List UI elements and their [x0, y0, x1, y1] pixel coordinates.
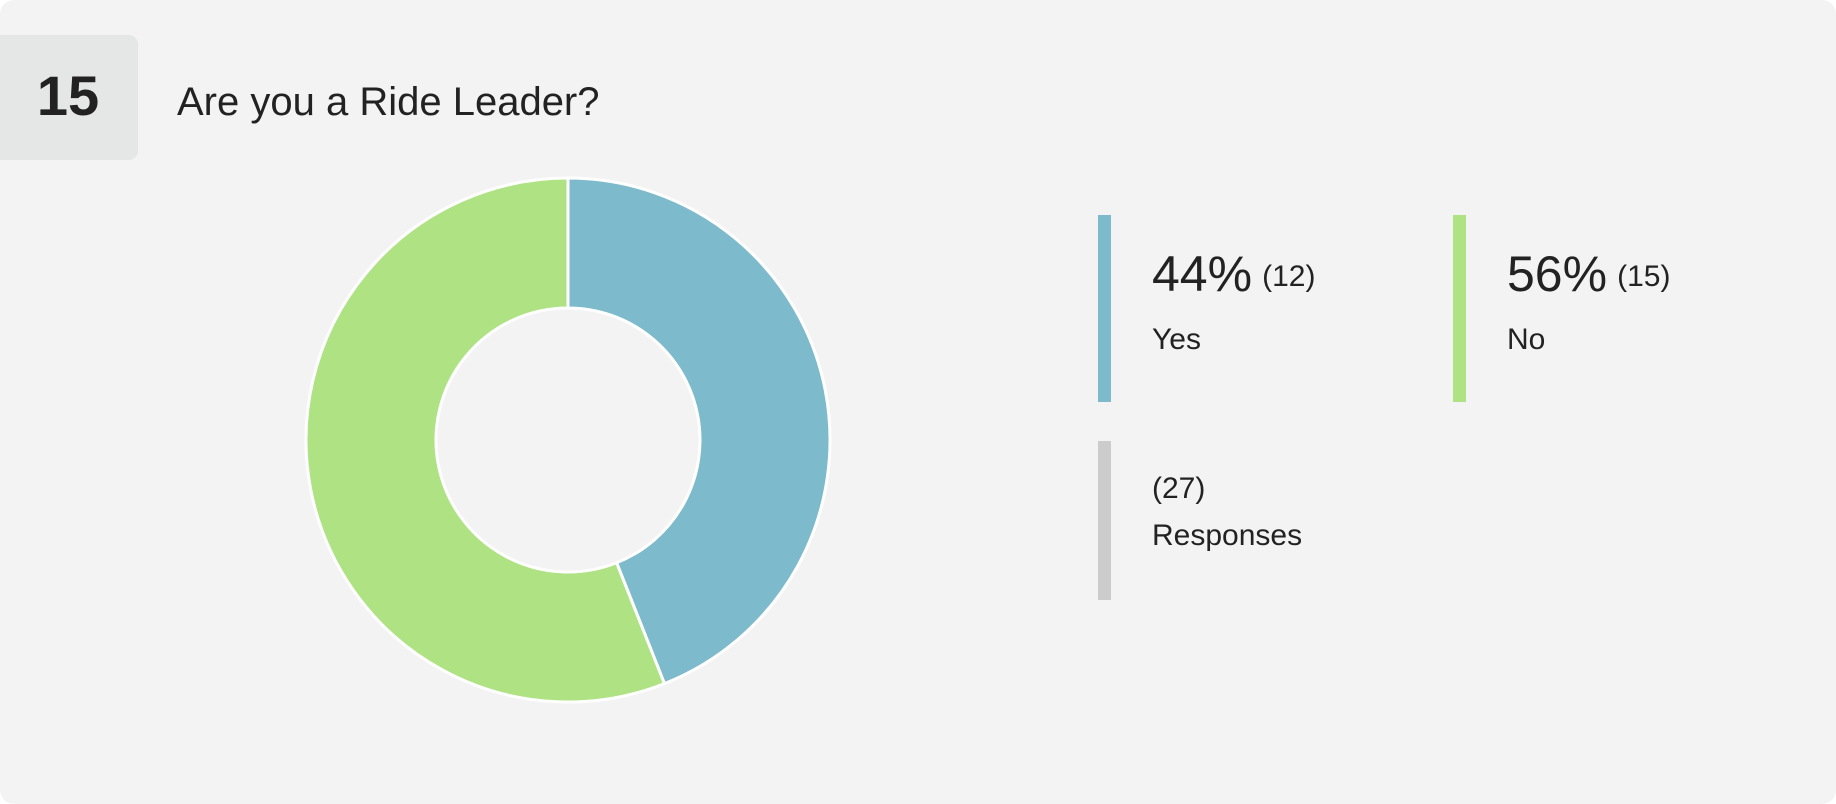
- legend-percent: 44%: [1152, 246, 1252, 302]
- total-label: Responses: [1152, 519, 1302, 552]
- legend-swatch-total: [1098, 441, 1111, 600]
- legend-percent: 56%: [1507, 246, 1607, 302]
- legend-swatch: [1098, 215, 1111, 402]
- question-number-box: [0, 35, 138, 160]
- donut-slice: [566, 176, 832, 686]
- question-number: 15: [37, 64, 99, 127]
- question-text: Are you a Ride Leader?: [177, 80, 600, 124]
- legend-swatch: [1453, 215, 1466, 402]
- legend-label: Yes: [1152, 323, 1201, 356]
- legend-count: (15): [1617, 260, 1670, 293]
- legend-count: (12): [1262, 260, 1315, 293]
- legend-label: No: [1507, 323, 1545, 356]
- donut-slice: [304, 176, 667, 704]
- total-count: (27): [1152, 472, 1205, 505]
